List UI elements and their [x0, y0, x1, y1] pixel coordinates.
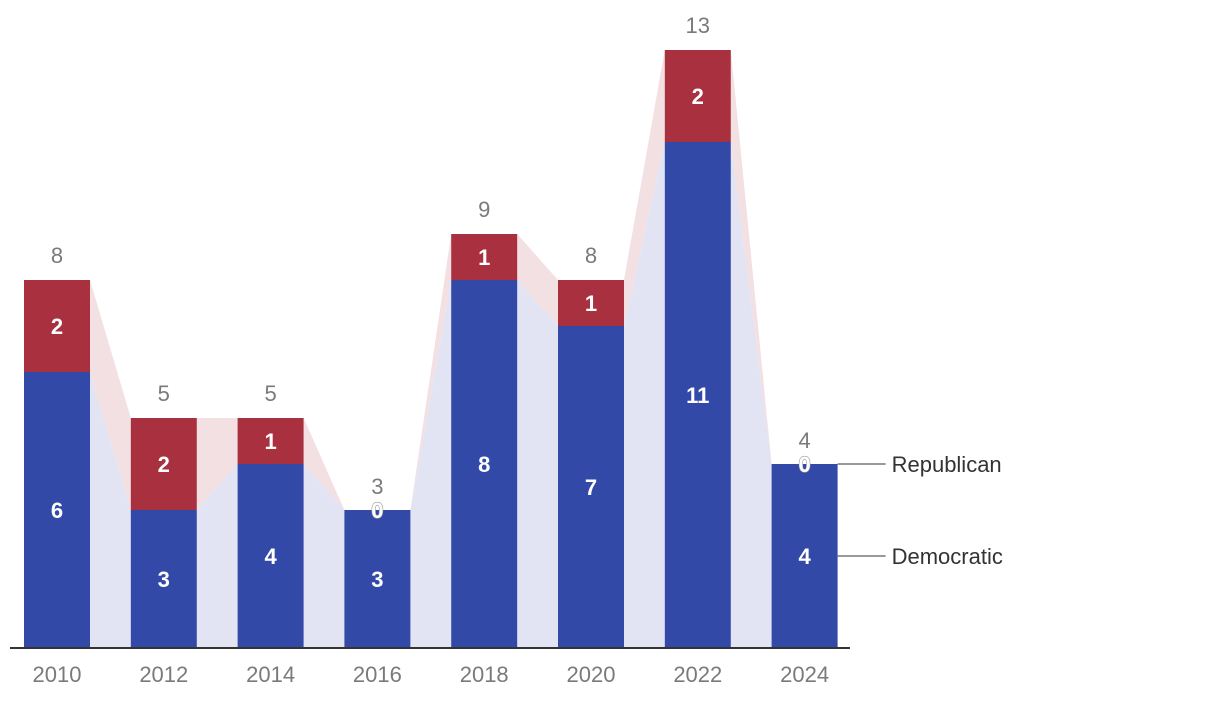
band-republican [196, 418, 238, 510]
bar-democratic [558, 326, 624, 648]
bar-democratic [771, 464, 838, 648]
bar-republican [24, 280, 90, 372]
band-republican [90, 280, 131, 510]
band-republican [410, 234, 452, 510]
bar-democratic [24, 372, 90, 648]
data-label-republican: 2 [158, 452, 170, 477]
data-label-democratic: 11 [686, 383, 709, 408]
x-tick-label: 2010 [33, 662, 82, 687]
total-label: 13 [686, 13, 710, 38]
legend-label-republican: Republican [892, 452, 1002, 477]
data-label-republican: 2 [692, 84, 704, 109]
data-label-republican: 1 [264, 429, 276, 454]
x-tick-label: 2022 [673, 662, 722, 687]
data-label-democratic: 3 [371, 567, 383, 592]
data-label-republican: 2 [51, 314, 63, 339]
data-label-republican: 0 [798, 452, 810, 477]
total-label: 9 [478, 197, 490, 222]
bar-republican [664, 50, 731, 142]
band-democratic [303, 464, 345, 648]
band-democratic [730, 142, 772, 648]
bar-democratic [451, 280, 518, 648]
x-tick-label: 2014 [246, 662, 295, 687]
band-republican [730, 50, 772, 464]
band-democratic [517, 280, 558, 648]
legend: Republican Democratic [837, 452, 1003, 569]
data-label-republican: 0 [371, 498, 383, 523]
band-republican [517, 234, 558, 326]
bar-republican [558, 280, 624, 326]
bar-republican [237, 418, 304, 464]
x-tick-label: 2024 [780, 662, 829, 687]
data-label-democratic: 6 [51, 498, 63, 523]
data-label-democratic: 8 [478, 452, 490, 477]
band-republican [303, 418, 345, 510]
total-labels: 8 5 5 3 9 8 13 4 [51, 13, 811, 499]
band-democratic [196, 464, 238, 648]
total-label: 5 [158, 381, 170, 406]
x-tick-label: 2016 [353, 662, 402, 687]
bar-democratic [130, 510, 197, 648]
total-label: 3 [371, 474, 383, 499]
band-republican [624, 50, 665, 326]
band-democratic [624, 142, 665, 648]
legend-label-democratic: Democratic [892, 544, 1003, 569]
bar-democratic [344, 510, 411, 648]
x-tick-label: 2012 [139, 662, 188, 687]
bar-democratic [237, 464, 304, 648]
band-democratic [90, 372, 131, 648]
x-tick-labels: 2010 2012 2014 2016 2018 2020 2022 2024 [33, 662, 830, 687]
bar-democratic [664, 142, 731, 648]
data-label-democratic: 4 [264, 544, 277, 569]
bar-republican [130, 418, 197, 510]
bar-republican [451, 234, 518, 280]
data-label-democratic: 7 [585, 475, 597, 500]
total-label: 4 [798, 428, 810, 453]
total-label: 8 [585, 243, 597, 268]
x-tick-label: 2020 [567, 662, 616, 687]
data-label-republican: 1 [478, 245, 490, 270]
total-label: 8 [51, 243, 63, 268]
bars [24, 50, 838, 648]
data-label-democratic: 3 [158, 567, 170, 592]
band-democratic [410, 280, 452, 648]
x-tick-label: 2018 [460, 662, 509, 687]
connector-bands [90, 50, 772, 648]
data-label-republican: 1 [585, 291, 597, 316]
data-label-democratic: 4 [798, 544, 811, 569]
total-label: 5 [264, 381, 276, 406]
